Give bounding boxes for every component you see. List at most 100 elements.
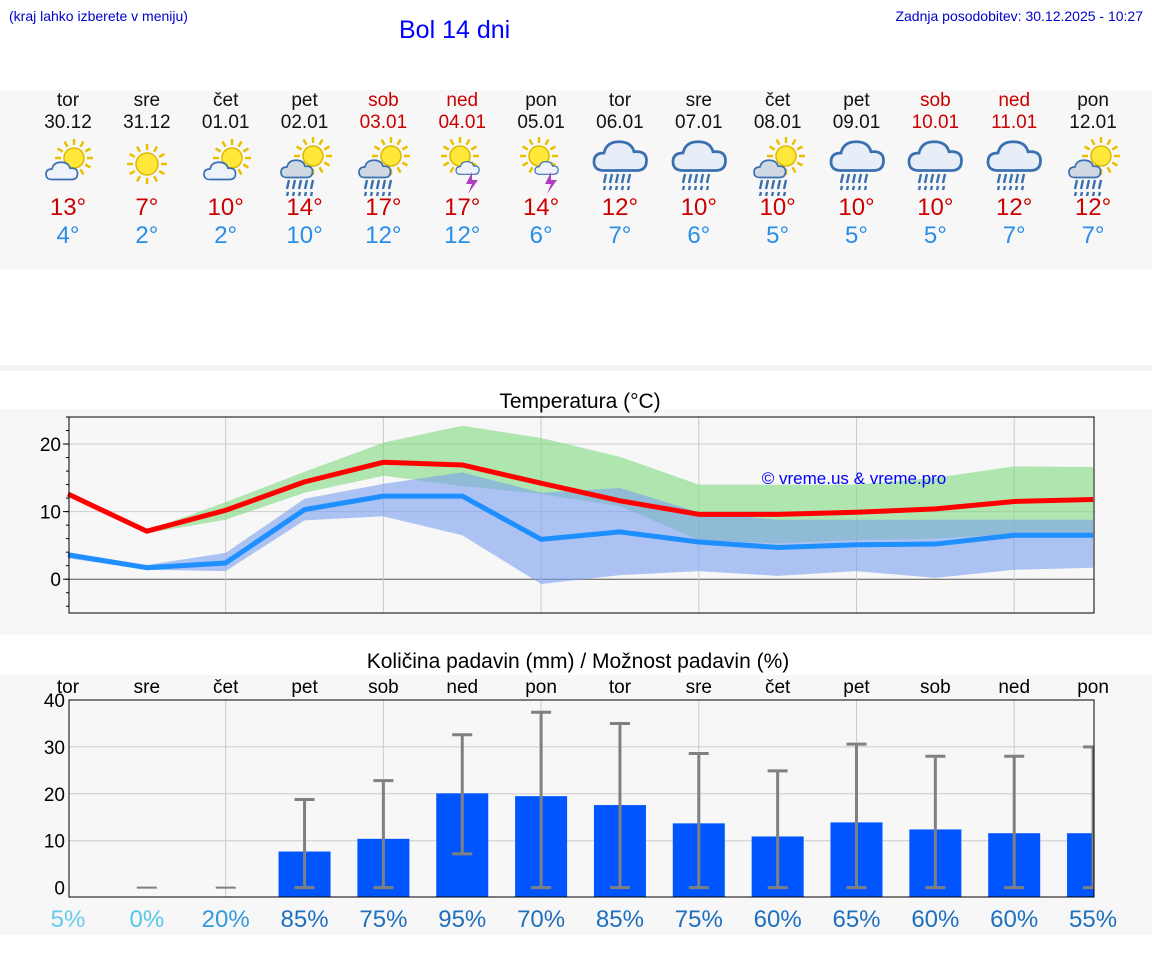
day-date: 10.01 <box>911 112 960 133</box>
y-tick-label: 10 <box>44 832 65 853</box>
day-date: 11.01 <box>991 112 1038 133</box>
day-name: pet <box>843 90 870 111</box>
precipitation-probability: 85% <box>596 906 644 933</box>
category-label: sob <box>920 677 951 698</box>
day-column: pon 12.01 12° 7° <box>1053 90 1133 250</box>
day-name: sob <box>920 90 951 111</box>
min-temperature: 12° <box>365 222 402 249</box>
day-column: tor 06.01 12° 7° <box>580 90 660 250</box>
day-date: 09.01 <box>832 112 881 133</box>
day-column: pet 02.01 14° 10° <box>265 90 345 250</box>
max-temperature: 17° <box>365 194 402 221</box>
cloud-rain-icon <box>829 140 885 191</box>
min-temperature: 4° <box>56 222 80 249</box>
location-hint[interactable]: (kraj lahko izberete v meniju) <box>9 8 188 24</box>
min-temperature: 7° <box>1002 222 1026 249</box>
max-temperature-line <box>66 459 1094 534</box>
day-name: sob <box>368 90 399 111</box>
separator <box>0 365 1152 371</box>
watermark: © vreme.us & vreme.pro <box>762 469 946 488</box>
day-date: 31.12 <box>123 112 171 133</box>
precipitation-chart: Količina padavin (mm) / Možnost padavin … <box>44 650 1117 933</box>
min-temperature: 10° <box>286 222 323 249</box>
category-label: pon <box>1077 677 1109 698</box>
day-date: 12.01 <box>1069 112 1117 133</box>
max-temperature: 17° <box>444 194 481 221</box>
precipitation-probability: 75% <box>675 906 723 933</box>
cloud-rain-icon <box>907 140 964 191</box>
day-column: sre 31.12 7° 2° <box>107 90 187 250</box>
sun-cloud-rain-icon <box>752 137 805 196</box>
precipitation-probability: 65% <box>832 906 880 933</box>
precipitation-probability: 60% <box>911 906 959 933</box>
day-name: sre <box>685 90 712 111</box>
day-name: pon <box>525 90 557 111</box>
max-temperature: 14° <box>286 194 323 221</box>
max-temperature: 12° <box>996 194 1033 221</box>
day-date: 02.01 <box>280 112 329 133</box>
category-label: ned <box>998 677 1030 698</box>
day-name: ned <box>446 90 479 111</box>
day-column: tor 30.12 13° 4° <box>28 90 108 250</box>
y-tick-label: 40 <box>44 691 65 712</box>
day-name: ned <box>998 90 1031 111</box>
plot-frame <box>68 699 1095 898</box>
precipitation-probability: 60% <box>990 906 1038 933</box>
y-tick-label: 0 <box>50 570 61 591</box>
min-temperature: 6° <box>529 222 553 249</box>
sun-cloud-icon <box>202 139 251 181</box>
day-date: 08.01 <box>753 112 802 133</box>
min-temperature: 7° <box>608 222 632 249</box>
temperature-chart: Temperatura (°C) 0 10 20 © vreme.us & vreme.… <box>40 390 1095 614</box>
day-column: ned 04.01 17° 12° <box>422 90 502 250</box>
day-date: 03.01 <box>359 112 408 133</box>
day-date: 01.01 <box>201 112 250 133</box>
plot-frame <box>68 416 1095 614</box>
last-updated-value: 30.12.2025 - 10:27 <box>1025 8 1143 24</box>
min-temperature: 2° <box>135 222 159 249</box>
day-column: pet 09.01 10° 5° <box>817 90 897 250</box>
sun-cloud-rain-icon <box>279 137 332 196</box>
category-label: čet <box>213 677 239 698</box>
last-updated-label: Zadnja posodobitev: <box>895 8 1022 24</box>
precipitation-probability: 60% <box>754 906 802 933</box>
min-temperature: 12° <box>444 222 481 249</box>
cloud-rain-icon <box>986 140 1043 191</box>
day-column: sre 07.01 10° 6° <box>659 90 739 250</box>
category-label: sob <box>368 677 399 698</box>
sun-cloud-rain-icon <box>358 137 411 196</box>
chart-title: Količina padavin (mm) / Možnost padavin … <box>367 650 790 673</box>
category-label: pet <box>843 677 870 698</box>
precipitation-probability: 75% <box>359 906 407 933</box>
sun-cloud-icon <box>45 139 93 181</box>
precipitation-probability: 85% <box>281 906 329 933</box>
sun-icon <box>126 144 167 184</box>
category-label: tor <box>609 677 632 698</box>
day-name: tor <box>608 90 632 111</box>
y-tick-label: 20 <box>44 785 65 806</box>
y-tick-label: 30 <box>44 738 65 759</box>
page-title: Bol 14 dni <box>399 16 511 44</box>
sun-thunder-icon <box>441 137 480 194</box>
cloud-rain-icon <box>592 140 648 191</box>
day-name: pon <box>1077 90 1109 111</box>
precipitation-probability: 70% <box>517 906 565 933</box>
min-temperature: 5° <box>845 222 868 249</box>
y-tick-label: 0 <box>54 879 65 900</box>
category-label: čet <box>765 677 791 698</box>
cloud-rain-icon <box>671 140 727 191</box>
day-date: 30.12 <box>44 112 92 133</box>
day-date: 04.01 <box>438 112 487 133</box>
y-tick-label: 20 <box>40 435 61 456</box>
y-tick-label: 10 <box>40 503 61 524</box>
max-temperature: 13° <box>49 194 87 221</box>
max-temperature: 10° <box>680 194 717 221</box>
day-date: 07.01 <box>675 112 723 133</box>
day-column: čet 01.01 10° 2° <box>186 90 266 250</box>
precipitation-probability: 20% <box>202 906 250 933</box>
day-name: sre <box>133 90 161 111</box>
min-temperature: 2° <box>214 222 238 249</box>
min-range-band <box>68 472 1094 584</box>
day-date: 06.01 <box>596 112 644 133</box>
min-temperature: 7° <box>1081 222 1105 249</box>
